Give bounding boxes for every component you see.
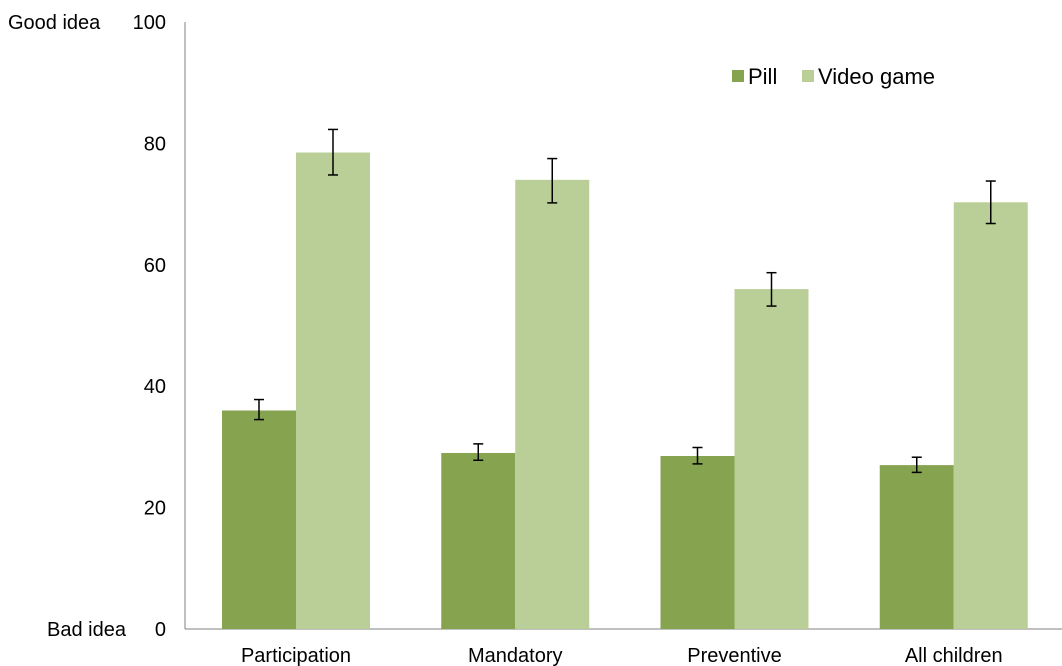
bar-video-game [953,202,1028,630]
error-bar [985,180,996,225]
error-bar [473,443,484,462]
y-tick-label: 40 [144,376,166,398]
error-bars-group [254,128,996,474]
y-tick-label: 80 [144,133,166,155]
error-bar [766,271,777,307]
error-bar [692,446,703,465]
x-axis-labels: Participation Mandatory Preventive All chil… [241,645,1003,666]
y-tick-label: 20 [144,498,166,520]
legend-swatch [802,70,814,82]
y-axis-top-label: Good idea [8,12,101,34]
legend-swatch [732,70,744,82]
bar-pill [222,410,296,629]
y-tick-label: 100 [133,12,166,34]
x-tick-label: Preventive [687,645,782,666]
x-tick-label: Mandatory [468,645,563,666]
bar-video-game [515,179,590,629]
error-bar [254,398,264,421]
legend: Pill Video game [732,64,935,89]
error-bar [328,128,338,176]
legend-label: Video game [818,64,935,89]
y-tick-label: 60 [144,255,166,277]
bar-video-game [296,152,370,629]
bar-pill [879,465,954,629]
y-axis-bottom-label: Bad idea [47,619,127,641]
bar-pill [660,456,735,629]
x-tick-label: All children [905,645,1003,666]
bar-pill [441,452,516,629]
error-bar [911,456,922,474]
legend-label: Pill [748,64,777,89]
y-axis: 0 20 40 60 80 100 Good idea Bad idea [8,12,186,641]
error-bar [547,157,558,204]
bar-video-game [734,289,809,629]
x-tick-label: Participation [241,645,351,666]
y-tick-label: 0 [155,619,166,641]
bars-group [222,152,1028,630]
